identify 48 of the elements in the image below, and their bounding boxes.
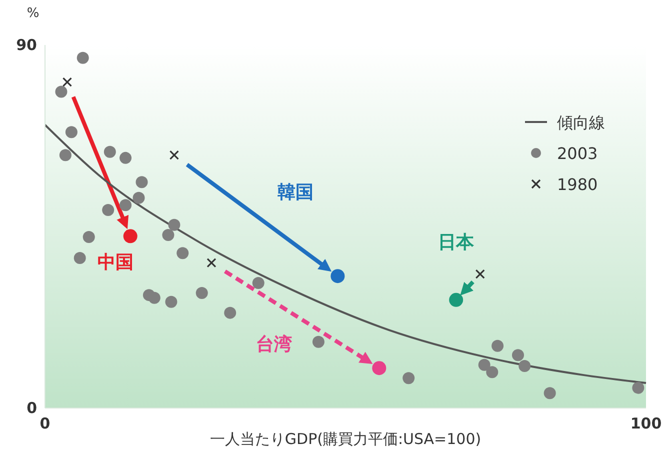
point <box>206 258 216 268</box>
point <box>312 336 324 348</box>
legend-label: 1980 <box>557 175 598 194</box>
y-axis-title: % <box>26 6 40 21</box>
point <box>82 230 95 243</box>
legend-label: 2003 <box>557 144 598 163</box>
point <box>196 287 208 300</box>
point <box>475 269 485 279</box>
point <box>120 152 132 164</box>
point <box>512 349 524 362</box>
point <box>402 372 415 384</box>
point <box>136 176 148 188</box>
point <box>330 269 345 284</box>
text: 韓国 <box>278 182 314 204</box>
point <box>224 306 236 319</box>
point <box>478 358 490 371</box>
point <box>169 150 180 160</box>
point <box>252 276 264 289</box>
point <box>165 296 178 308</box>
y-tick-label: 90 <box>16 36 37 54</box>
point <box>104 146 116 158</box>
point <box>62 77 72 87</box>
point <box>176 247 189 260</box>
point <box>148 292 160 304</box>
series-label: 中国 <box>97 252 134 274</box>
point <box>518 360 531 372</box>
point <box>168 218 180 231</box>
point <box>74 252 86 264</box>
point <box>372 361 386 376</box>
point <box>59 149 72 162</box>
legend-label: 傾向線 <box>557 113 605 132</box>
point <box>76 52 89 64</box>
text: 台湾 <box>256 334 292 356</box>
point <box>162 228 174 241</box>
point <box>632 382 644 394</box>
point <box>102 204 114 216</box>
point <box>55 86 68 98</box>
x-tick-label: 100 <box>630 414 662 433</box>
point <box>544 387 556 400</box>
point <box>132 192 145 204</box>
point <box>120 199 132 212</box>
text: 日本 <box>438 232 476 253</box>
point <box>65 126 78 138</box>
point <box>449 292 464 307</box>
x-axis-title: 一人当たりGDP(購買力平価:USA=100) <box>210 430 482 448</box>
point <box>123 229 138 244</box>
point <box>486 366 498 378</box>
point <box>492 340 504 352</box>
